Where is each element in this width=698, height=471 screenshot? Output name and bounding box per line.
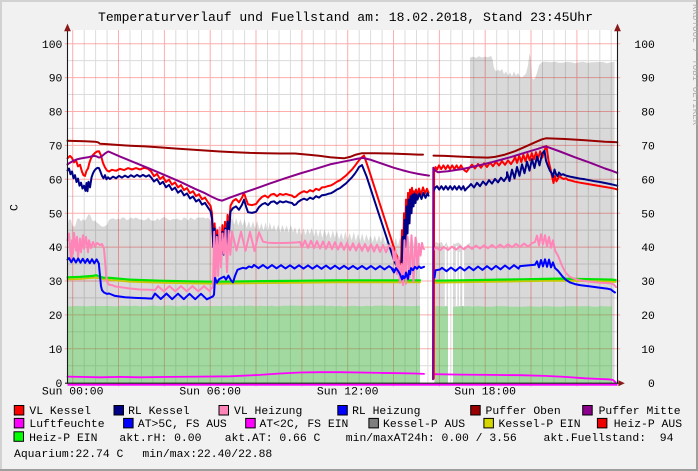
svg-text:Sun 00:00: Sun 00:00 <box>42 387 104 399</box>
svg-text:90: 90 <box>641 74 655 86</box>
svg-text:min/maxAT24h: 0.00 / 3.56: min/maxAT24h: 0.00 / 3.56 <box>346 433 517 445</box>
svg-text:Luftfeuchte: Luftfeuchte <box>29 419 104 431</box>
svg-text:80: 80 <box>49 108 63 120</box>
svg-text:Kessel-P EIN: Kessel-P EIN <box>499 419 581 431</box>
svg-text:40: 40 <box>49 243 63 255</box>
svg-text:VL Heizung: VL Heizung <box>234 406 302 418</box>
svg-text:akt.rH: 0.00: akt.rH: 0.00 <box>119 433 201 445</box>
svg-text:0: 0 <box>648 379 655 391</box>
svg-text:VL Kessel: VL Kessel <box>29 406 91 418</box>
svg-text:94: 94 <box>660 433 674 445</box>
svg-text:60: 60 <box>49 175 63 187</box>
svg-text:RRDTOOL / TOBI OETIKER: RRDTOOL / TOBI OETIKER <box>690 4 698 126</box>
svg-text:80: 80 <box>641 108 655 120</box>
svg-text:Heiz-P EIN: Heiz-P EIN <box>29 433 97 445</box>
svg-text:AT<2C, FS EIN: AT<2C, FS EIN <box>260 419 349 431</box>
svg-text:30: 30 <box>49 277 63 289</box>
svg-text:30: 30 <box>641 277 655 289</box>
svg-text:RL Heizung: RL Heizung <box>352 406 420 418</box>
svg-text:C: C <box>10 204 22 211</box>
svg-text:10: 10 <box>641 345 655 357</box>
svg-text:Heiz-P AUS: Heiz-P AUS <box>614 419 683 431</box>
svg-text:70: 70 <box>49 142 63 154</box>
svg-text:50: 50 <box>641 209 655 221</box>
svg-text:10: 10 <box>49 345 63 357</box>
svg-text:Sun 18:00: Sun 18:00 <box>454 387 516 399</box>
svg-text:20: 20 <box>49 311 63 323</box>
svg-text:Sun 12:00: Sun 12:00 <box>317 387 379 399</box>
svg-text:AT>5C, FS AUS: AT>5C, FS AUS <box>138 419 227 431</box>
svg-text:40: 40 <box>641 243 655 255</box>
svg-text:20: 20 <box>641 311 655 323</box>
svg-text:Puffer Oben: Puffer Oben <box>486 406 561 418</box>
svg-text:50: 50 <box>49 209 63 221</box>
svg-text:60: 60 <box>641 175 655 187</box>
svg-text:akt.Fuellstand:: akt.Fuellstand: <box>544 433 647 445</box>
svg-text:Kessel-P AUS: Kessel-P AUS <box>383 419 465 431</box>
svg-text:akt.AT: 0.66 C: akt.AT: 0.66 C <box>225 433 321 445</box>
svg-text:RL Kessel: RL Kessel <box>128 406 190 418</box>
svg-text:Sun 06:00: Sun 06:00 <box>179 387 241 399</box>
svg-text:90: 90 <box>49 74 63 86</box>
svg-text:Temperaturverlauf und Fuellsta: Temperaturverlauf und Fuellstand am: 18.… <box>98 10 593 25</box>
svg-text:0: 0 <box>56 379 63 391</box>
svg-text:100: 100 <box>42 40 63 52</box>
svg-text:Aquarium:22.74 C: Aquarium:22.74 C <box>14 449 124 461</box>
svg-text:Puffer Mitte: Puffer Mitte <box>599 406 681 418</box>
svg-text:100: 100 <box>634 40 655 52</box>
svg-text:70: 70 <box>641 142 655 154</box>
svg-text:min/max:22.40/22.88: min/max:22.40/22.88 <box>142 449 272 461</box>
